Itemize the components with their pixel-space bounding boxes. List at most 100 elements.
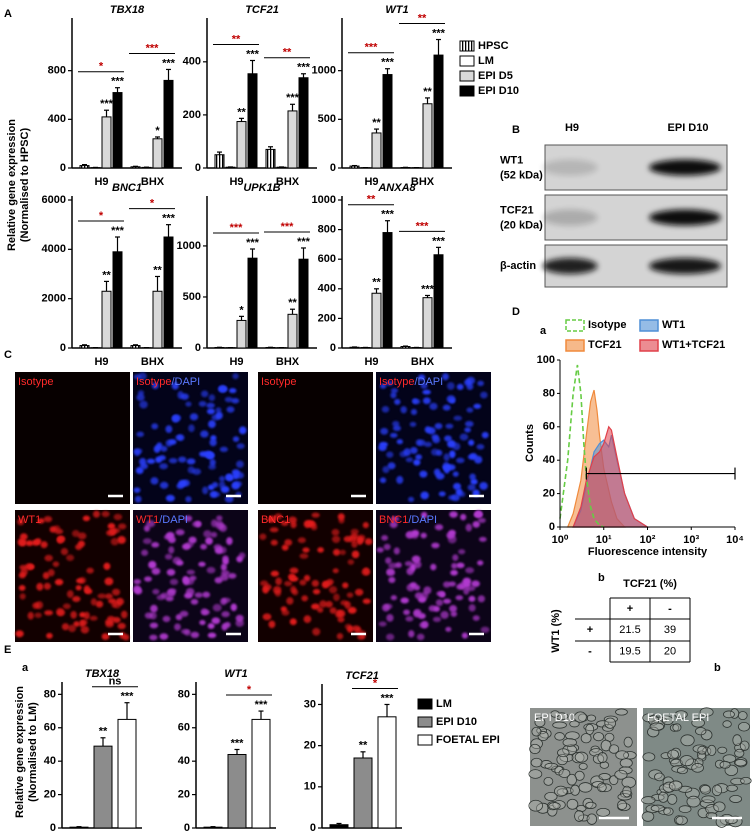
nucleus [312,627,321,636]
nucleus [385,557,392,564]
significance: *** [381,692,395,704]
nucleus [207,632,217,639]
bar [287,110,298,169]
cell [586,714,597,722]
significance: *** [111,76,125,88]
cell [566,798,579,810]
group-label: H9 [94,356,108,368]
cell [645,804,660,814]
nucleus [419,622,427,629]
micrograph [258,372,373,504]
cell [580,733,592,744]
y-axis-label: Relative gene expression [14,686,26,818]
table-row-label: - [588,645,592,657]
nucleus [209,491,218,498]
cell [569,720,580,728]
nucleus [54,578,64,586]
legend-swatch [459,55,475,67]
nucleus [474,455,483,464]
stain-label: Isotype [18,376,53,388]
cell [699,707,714,717]
legend-label: WT1+TCF21 [662,339,725,351]
legend-swatch [639,319,659,332]
cell [705,804,719,815]
nucleus [350,528,359,535]
nucleus [43,516,53,523]
cell [691,763,704,773]
nucleus [455,488,463,497]
nucleus [415,439,422,446]
nucleus [171,381,179,390]
nucleus [117,622,126,630]
nucleus [220,485,230,494]
nucleus [214,546,224,555]
significance: ** [153,264,162,276]
table-col-header: TCF21 (%) [623,578,677,590]
x-tick-label: 10¹ [596,534,612,546]
nucleus [190,631,200,638]
nucleus [422,389,431,395]
nucleus [178,479,187,488]
nucleus [190,598,199,605]
nucleus [44,610,54,616]
nucleus [335,609,342,618]
blot-sublabel: (52 kDa) [500,169,543,181]
nucleus [140,462,148,470]
y-tick-label: 20 [304,740,316,752]
cell [740,777,752,785]
cell [678,805,692,813]
nucleus [395,562,402,568]
nucleus [19,564,28,570]
nucleus [379,441,388,447]
bar [400,346,411,349]
cell [548,802,561,810]
y-tick-label: 0 [50,822,56,834]
nucleus [332,568,339,574]
nucleus [49,526,57,533]
y-tick-label: 500 [183,291,201,303]
significance: *** [255,699,269,711]
nucleus [188,424,195,433]
nucleus [303,615,312,624]
nucleus [456,562,465,569]
bracket-label: ** [232,33,241,45]
significance: ** [423,86,432,98]
nucleus [151,542,160,548]
legend-label: Isotype [588,319,627,331]
group-label: BHX [276,176,300,188]
nucleus [364,538,373,545]
nucleus [476,444,485,450]
nucleus [471,580,480,588]
nucleus [180,628,190,635]
nucleus [413,459,421,466]
y-tick-label: 400 [318,283,336,295]
nucleus [394,398,401,405]
nucleus [86,567,94,574]
nucleus [413,610,421,618]
bar [236,319,247,349]
nucleus [35,601,44,610]
bar [247,73,258,169]
legend-label: LM [436,698,452,710]
legend-swatch [459,70,475,82]
nucleus [448,581,456,587]
nucleus [465,567,475,574]
cell [536,727,547,735]
nucleus [440,611,449,619]
stain-name: BNC1 [261,514,290,526]
bar [117,718,137,829]
blot-band [649,258,721,274]
nucleus [447,464,456,471]
nucleus [329,607,337,614]
bar [349,165,360,169]
chart-title: BNC1 [112,182,142,194]
nucleus [405,457,414,463]
nucleus [207,484,215,491]
nucleus [239,426,247,435]
nucleus [263,583,272,591]
nucleus [390,387,399,394]
stain-label: BNC1/DAPI [379,514,437,526]
significance: * [155,125,160,137]
chart-title: UPK1B [243,182,280,194]
nucleus [208,420,216,429]
